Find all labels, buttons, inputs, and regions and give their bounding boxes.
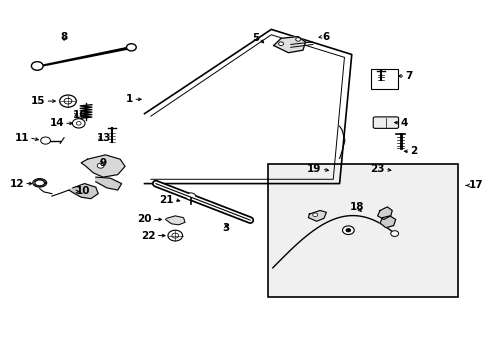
Polygon shape	[69, 184, 98, 199]
FancyBboxPatch shape	[372, 117, 398, 129]
Text: 5: 5	[251, 33, 259, 43]
Circle shape	[41, 137, 50, 144]
Text: 6: 6	[322, 32, 329, 41]
Circle shape	[342, 226, 353, 234]
Text: 11: 11	[15, 133, 29, 143]
Circle shape	[278, 42, 283, 45]
Text: 7: 7	[405, 71, 412, 81]
Circle shape	[97, 163, 104, 168]
Text: 16: 16	[73, 110, 87, 120]
Circle shape	[72, 119, 85, 128]
Text: 15: 15	[31, 96, 45, 106]
Text: 22: 22	[141, 231, 156, 240]
Circle shape	[312, 213, 317, 217]
Text: 23: 23	[370, 164, 384, 174]
Polygon shape	[379, 216, 395, 228]
Polygon shape	[273, 37, 305, 53]
Text: 13: 13	[97, 133, 112, 143]
Text: 9: 9	[99, 158, 106, 168]
Text: 17: 17	[468, 180, 483, 190]
Circle shape	[31, 62, 43, 70]
Polygon shape	[165, 216, 184, 225]
Polygon shape	[377, 207, 391, 220]
Circle shape	[60, 95, 76, 107]
Text: 19: 19	[306, 164, 321, 174]
Text: 21: 21	[159, 195, 173, 205]
Polygon shape	[96, 177, 122, 190]
Text: 12: 12	[10, 179, 24, 189]
Circle shape	[345, 228, 350, 232]
Bar	[267, 164, 457, 297]
Circle shape	[126, 44, 136, 51]
Circle shape	[390, 231, 398, 237]
Circle shape	[295, 38, 300, 41]
Circle shape	[64, 98, 72, 104]
Text: 2: 2	[409, 146, 417, 156]
Text: 4: 4	[400, 118, 407, 128]
Text: 18: 18	[349, 202, 363, 212]
Circle shape	[171, 233, 178, 238]
Text: 14: 14	[49, 118, 64, 128]
Bar	[370, 69, 397, 89]
Circle shape	[167, 230, 182, 241]
Circle shape	[76, 122, 81, 125]
Polygon shape	[308, 211, 326, 221]
Text: 10: 10	[76, 186, 91, 197]
Text: 8: 8	[61, 32, 67, 41]
Polygon shape	[81, 155, 125, 177]
Text: 3: 3	[222, 224, 229, 233]
Text: 20: 20	[137, 215, 152, 224]
Circle shape	[185, 193, 195, 200]
Text: 1: 1	[126, 94, 133, 104]
